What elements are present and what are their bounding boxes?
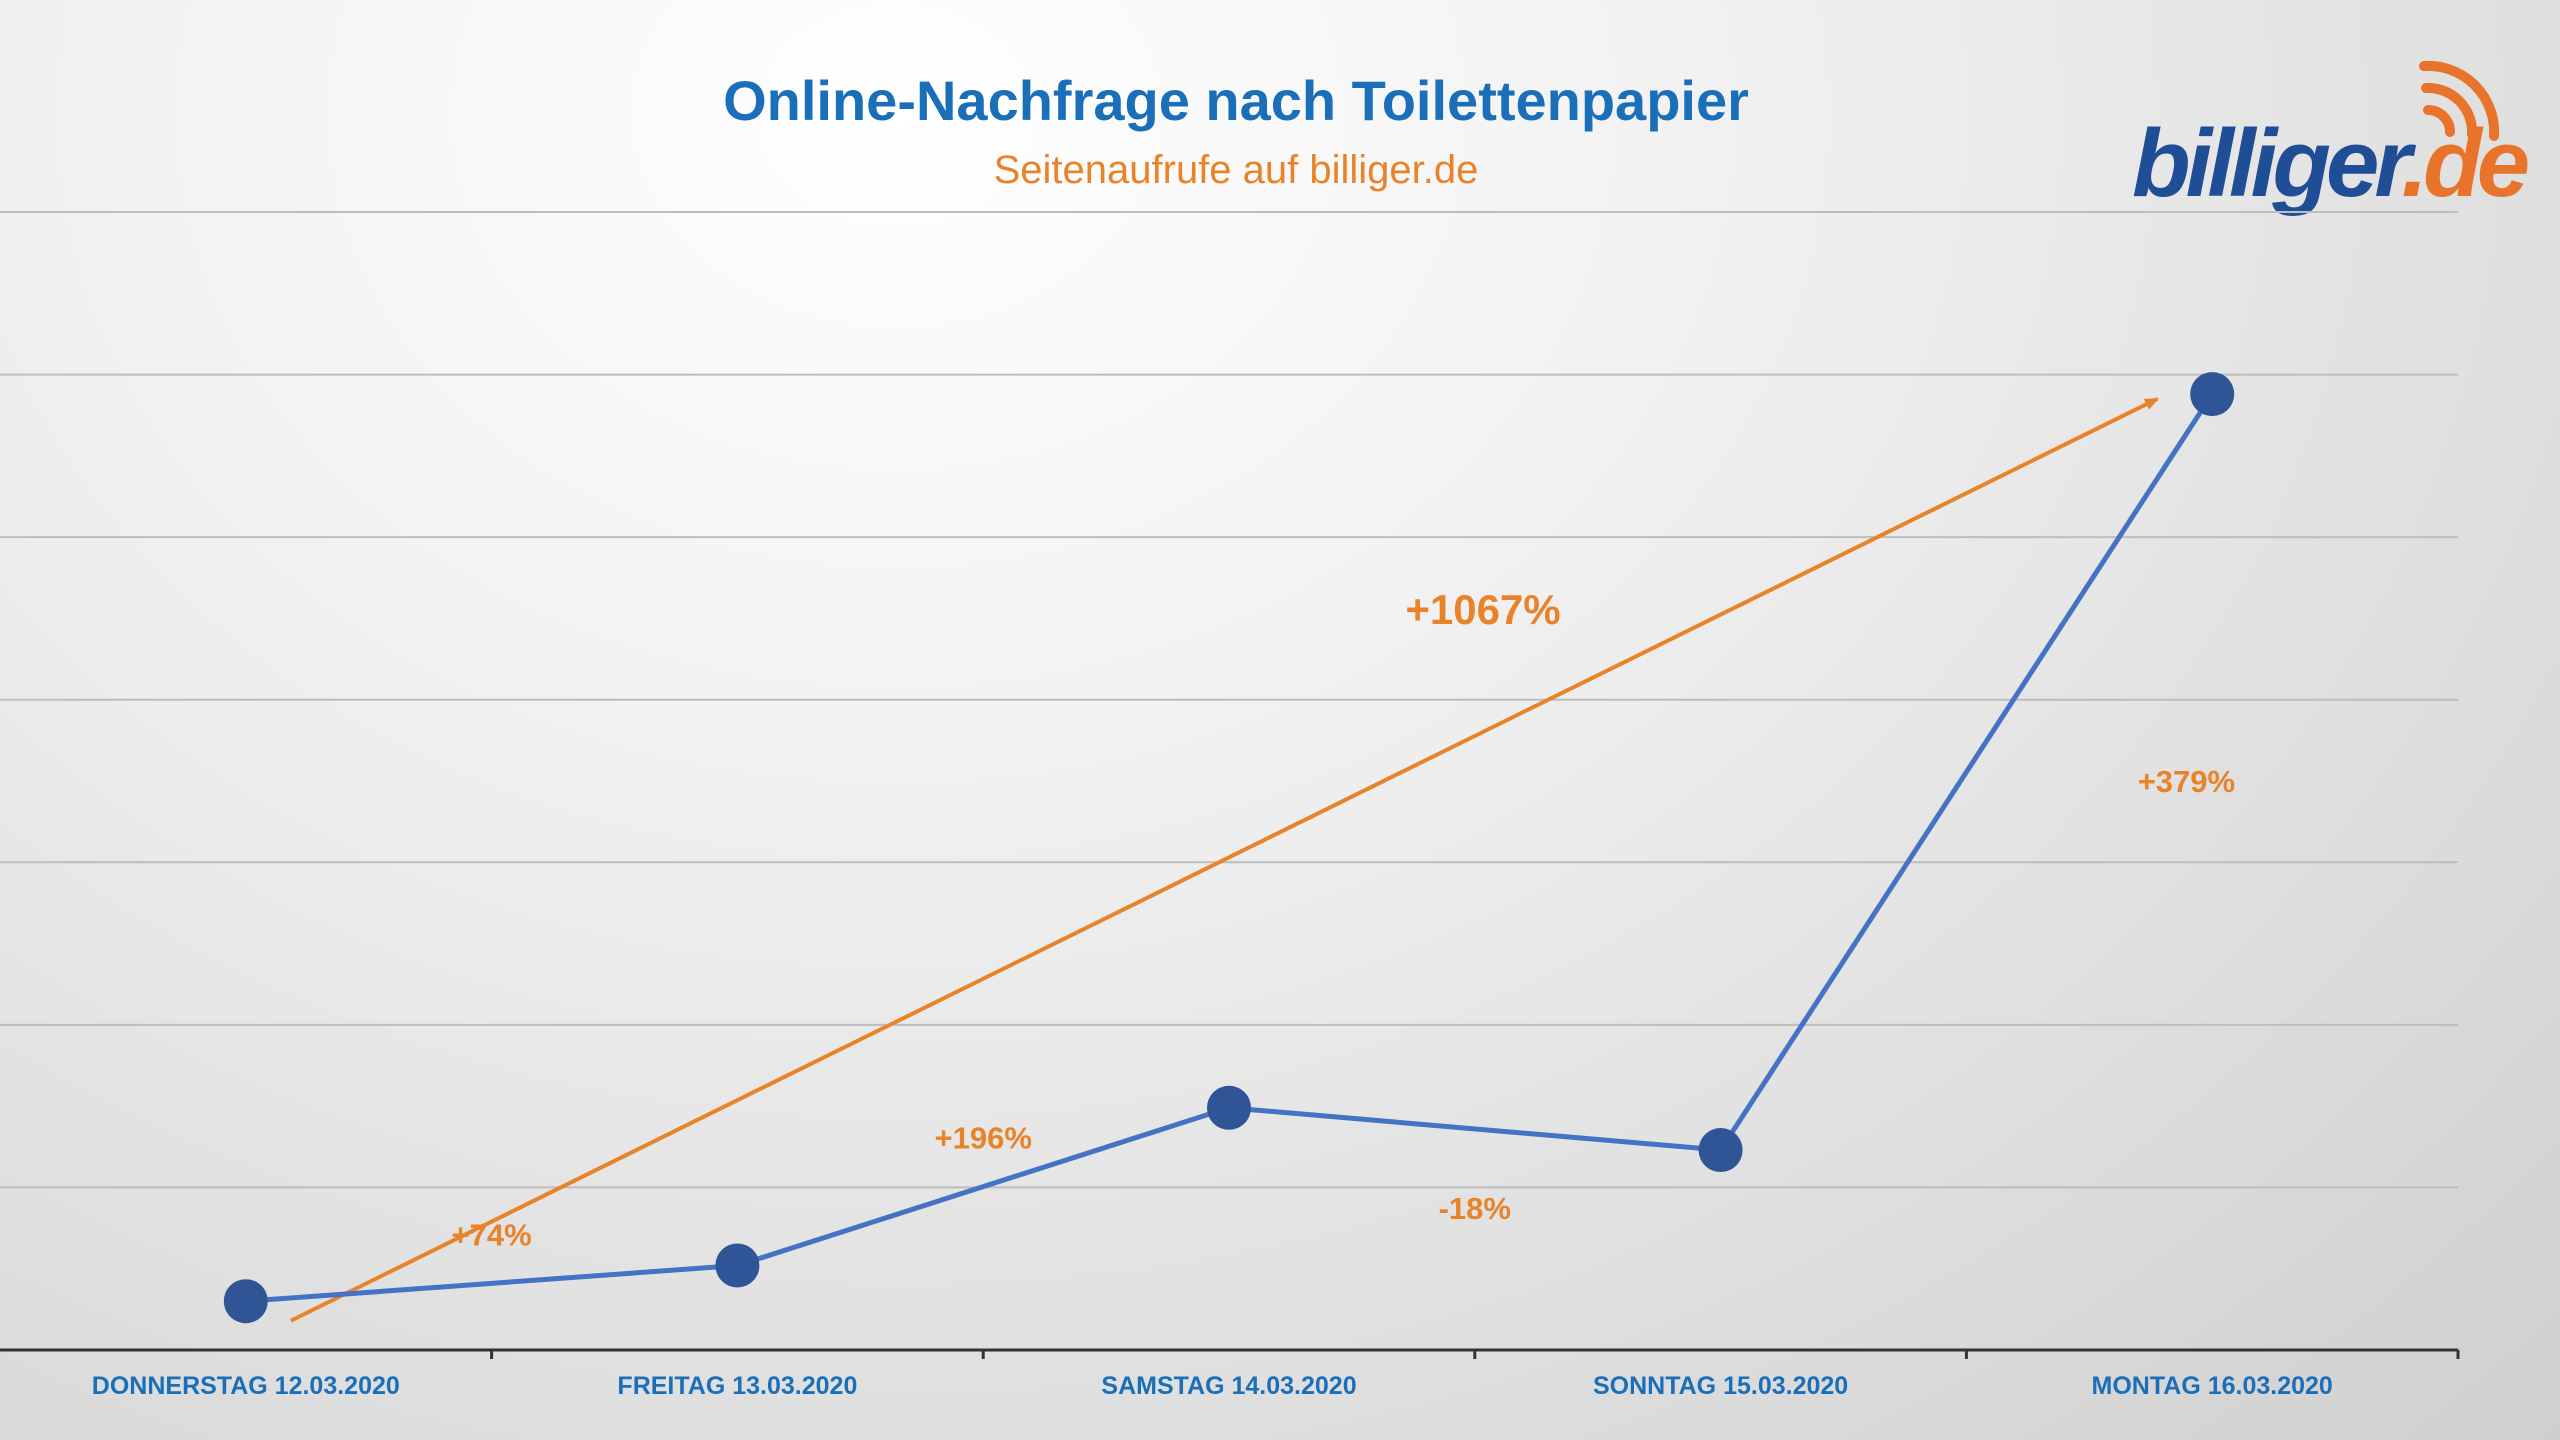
data-point bbox=[2190, 372, 2235, 417]
x-tick-label: SONNTAG 15.03.2020 bbox=[1593, 1372, 1848, 1400]
segment-annotation: +74% bbox=[452, 1217, 532, 1252]
x-tick-label: MONTAG 16.03.2020 bbox=[2092, 1372, 2333, 1400]
segment-annotation: +379% bbox=[2138, 764, 2235, 799]
data-point bbox=[1698, 1128, 1743, 1173]
signal-waves-icon bbox=[2419, 60, 2500, 141]
x-tick-label: DONNERSTAG 12.03.2020 bbox=[92, 1372, 400, 1400]
data-point bbox=[715, 1243, 760, 1288]
trend-arrow bbox=[289, 397, 2159, 1323]
data-point bbox=[1207, 1085, 1251, 1130]
x-axis bbox=[0, 1348, 2460, 1359]
segment-annotation: -18% bbox=[1439, 1191, 1511, 1226]
billiger-logo: billiger.de bbox=[2132, 60, 2533, 217]
chart-subtitle: Seitenaufrufe auf billiger.de bbox=[994, 148, 1479, 192]
grid-lines bbox=[0, 211, 2458, 1189]
data-points bbox=[223, 372, 2235, 1324]
trend-annotation: +1067% bbox=[1405, 586, 1560, 633]
segment-annotations: +74% +196% -18% +379% bbox=[452, 764, 2236, 1252]
svg-text:billiger.de: billiger.de bbox=[2132, 110, 2528, 217]
series-line bbox=[245, 392, 2215, 1304]
logo-text-billiger: billiger bbox=[2132, 110, 2416, 217]
x-tick-label: FREITAG 13.03.2020 bbox=[617, 1372, 857, 1400]
segment-annotation: +196% bbox=[935, 1121, 1032, 1156]
chart-title: Online-Nachfrage nach Toilettenpapier bbox=[723, 69, 1749, 132]
logo-text-de: .de bbox=[2401, 110, 2527, 217]
data-point bbox=[223, 1279, 268, 1324]
x-axis-labels: DONNERSTAG 12.03.2020 FREITAG 13.03.2020 S… bbox=[92, 1372, 2333, 1400]
x-tick-label: SAMSTAG 14.03.2020 bbox=[1101, 1372, 1356, 1400]
